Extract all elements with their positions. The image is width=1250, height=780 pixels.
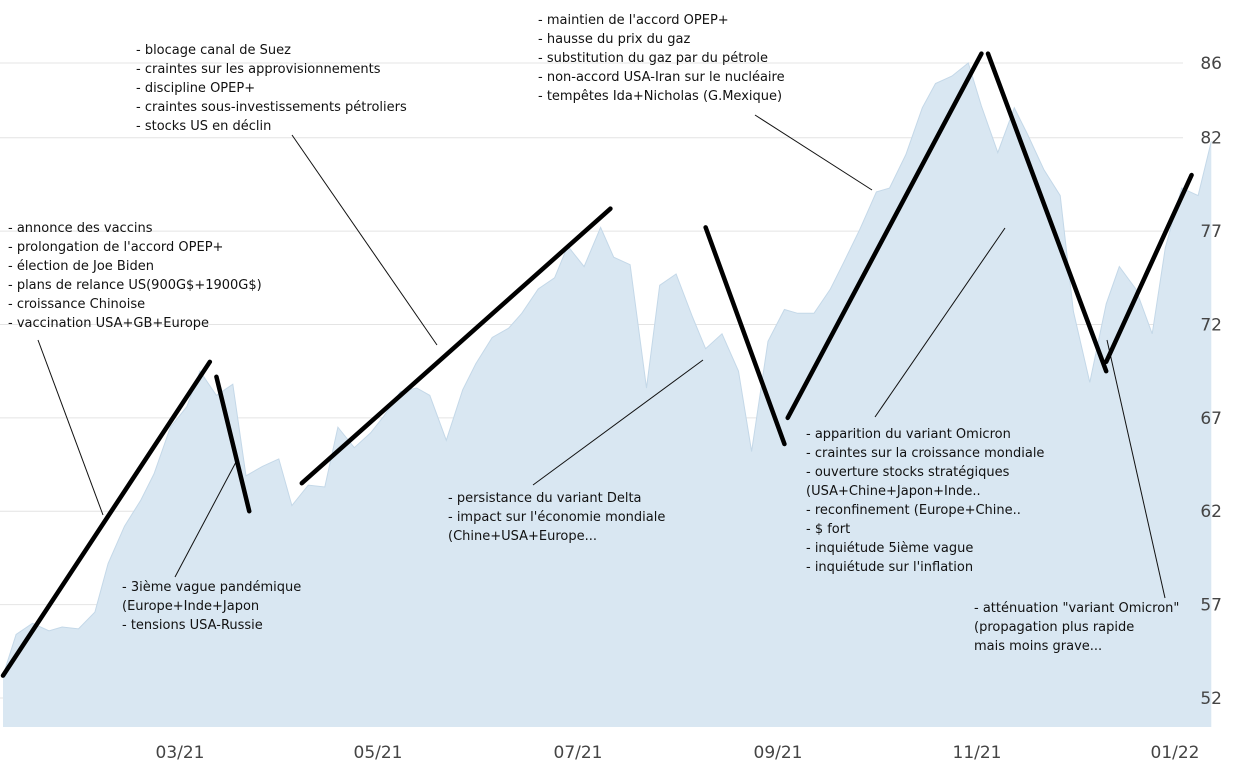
- leader-line: [291, 134, 438, 346]
- price-area: [3, 63, 1212, 727]
- annotation-line: - ouverture stocks stratégiques: [806, 465, 1010, 480]
- annotation-line: - craintes sous-investissements pétrolie…: [136, 100, 407, 115]
- annotation-line: - non-accord USA-Iran sur le nucléaire: [538, 70, 785, 85]
- annotation-line: (USA+Chine+Japon+Inde..: [806, 484, 981, 499]
- annotation-line: - hausse du prix du gaz: [538, 32, 691, 47]
- y-tick-label: 67: [1200, 409, 1222, 429]
- annotation-line: - prolongation de l'accord OPEP+: [8, 240, 224, 255]
- trend-line: [985, 51, 1109, 374]
- y-tick-label: 62: [1200, 502, 1222, 522]
- leader-line: [754, 114, 873, 191]
- annotation-line: - inquiétude sur l'inflation: [806, 560, 974, 575]
- annotation-line: (Chine+USA+Europe...: [448, 529, 598, 544]
- annotation-line: - élection de Joe Biden: [8, 259, 154, 274]
- annotation-line: - annonce des vaccins: [8, 221, 153, 236]
- annotation-line: - $ fort: [806, 522, 851, 537]
- annotation-6: - apparition du variant Omicron - crainte…: [806, 425, 1044, 577]
- annotation-line: (Europe+Inde+Japon: [122, 599, 260, 614]
- x-tick-label: 07/21: [554, 743, 603, 763]
- annotation-line: - reconfinement (Europe+Chine..: [806, 503, 1021, 518]
- annotation-line: - persistance du variant Delta: [448, 491, 642, 506]
- annotation-line: (propagation plus rapide: [974, 620, 1135, 635]
- annotation-line: - discipline OPEP+: [136, 81, 256, 96]
- leader-line: [532, 359, 704, 486]
- x-tick-label: 03/21: [156, 743, 205, 763]
- annotation-leader-lines: [37, 114, 1166, 599]
- annotation-line: - blocage canal de Suez: [136, 43, 291, 58]
- trend-line: [785, 51, 984, 421]
- trend-lines: [0, 51, 1194, 678]
- trend-line: [214, 374, 252, 514]
- leader-line: [37, 339, 104, 516]
- annotation-2: - blocage canal de Suez - craintes sur le…: [136, 41, 407, 136]
- annotation-line: - apparition du variant Omicron: [806, 427, 1011, 442]
- annotation-line: - substitution du gaz par du pétrole: [538, 51, 769, 66]
- annotation-line: - maintien de l'accord OPEP+: [538, 13, 729, 28]
- x-tick-label: 05/21: [354, 743, 403, 763]
- annotation-line: - vaccination USA+GB+Europe: [8, 316, 210, 331]
- annotation-line: - atténuation "variant Omicron": [974, 601, 1180, 616]
- leader-line: [874, 227, 1006, 418]
- annotation-line: mais moins grave...: [974, 639, 1103, 654]
- annotation-3: - maintien de l'accord OPEP+ - hausse du …: [538, 11, 785, 106]
- annotation-7: - atténuation "variant Omicron" (propagat…: [974, 599, 1179, 656]
- annotation-1: - annonce des vaccins - prolongation de l…: [8, 219, 262, 333]
- y-tick-label: 52: [1200, 689, 1222, 709]
- annotation-line: - impact sur l'économie mondiale: [448, 510, 666, 525]
- trend-line: [1103, 172, 1194, 365]
- annotation-line: - 3ième vague pandémique: [122, 580, 302, 595]
- y-tick-label: 72: [1200, 315, 1222, 335]
- x-tick-label: 01/22: [1151, 743, 1200, 763]
- x-tick-label: 11/21: [953, 743, 1002, 763]
- annotation-4: - 3ième vague pandémique (Europe+Inde+Jap…: [122, 578, 301, 635]
- annotation-5: - persistance du variant Delta - impact s…: [448, 489, 665, 546]
- axis-ticks: 52 57 62 67 72 77 82 86 03/21 05/21 07/21 09/21 11/2…: [156, 54, 1223, 763]
- annotation-line: - inquiétude 5ième vague: [806, 541, 974, 556]
- y-tick-label: 77: [1200, 222, 1222, 242]
- annotation-line: - craintes sur les approvisionnements: [136, 62, 381, 77]
- leader-line: [1106, 339, 1166, 599]
- annotation-line: - craintes sur la croissance mondiale: [806, 446, 1045, 461]
- y-tick-label: 57: [1200, 596, 1222, 616]
- trend-line: [703, 225, 787, 447]
- y-tick-label: 82: [1200, 129, 1222, 149]
- leader-line: [174, 461, 237, 578]
- trend-line: [0, 359, 213, 678]
- annotation-line: - plans de relance US(900G$+1900G$): [8, 278, 262, 293]
- annotation-line: - tensions USA-Russie: [122, 618, 263, 633]
- trend-line: [299, 206, 613, 486]
- annotation-line: - croissance Chinoise: [8, 297, 146, 312]
- annotation-line: - tempêtes Ida+Nicholas (G.Mexique): [538, 89, 783, 104]
- x-tick-label: 09/21: [754, 743, 803, 763]
- annotation-line: - stocks US en déclin: [136, 119, 272, 134]
- y-tick-label: 86: [1200, 54, 1222, 74]
